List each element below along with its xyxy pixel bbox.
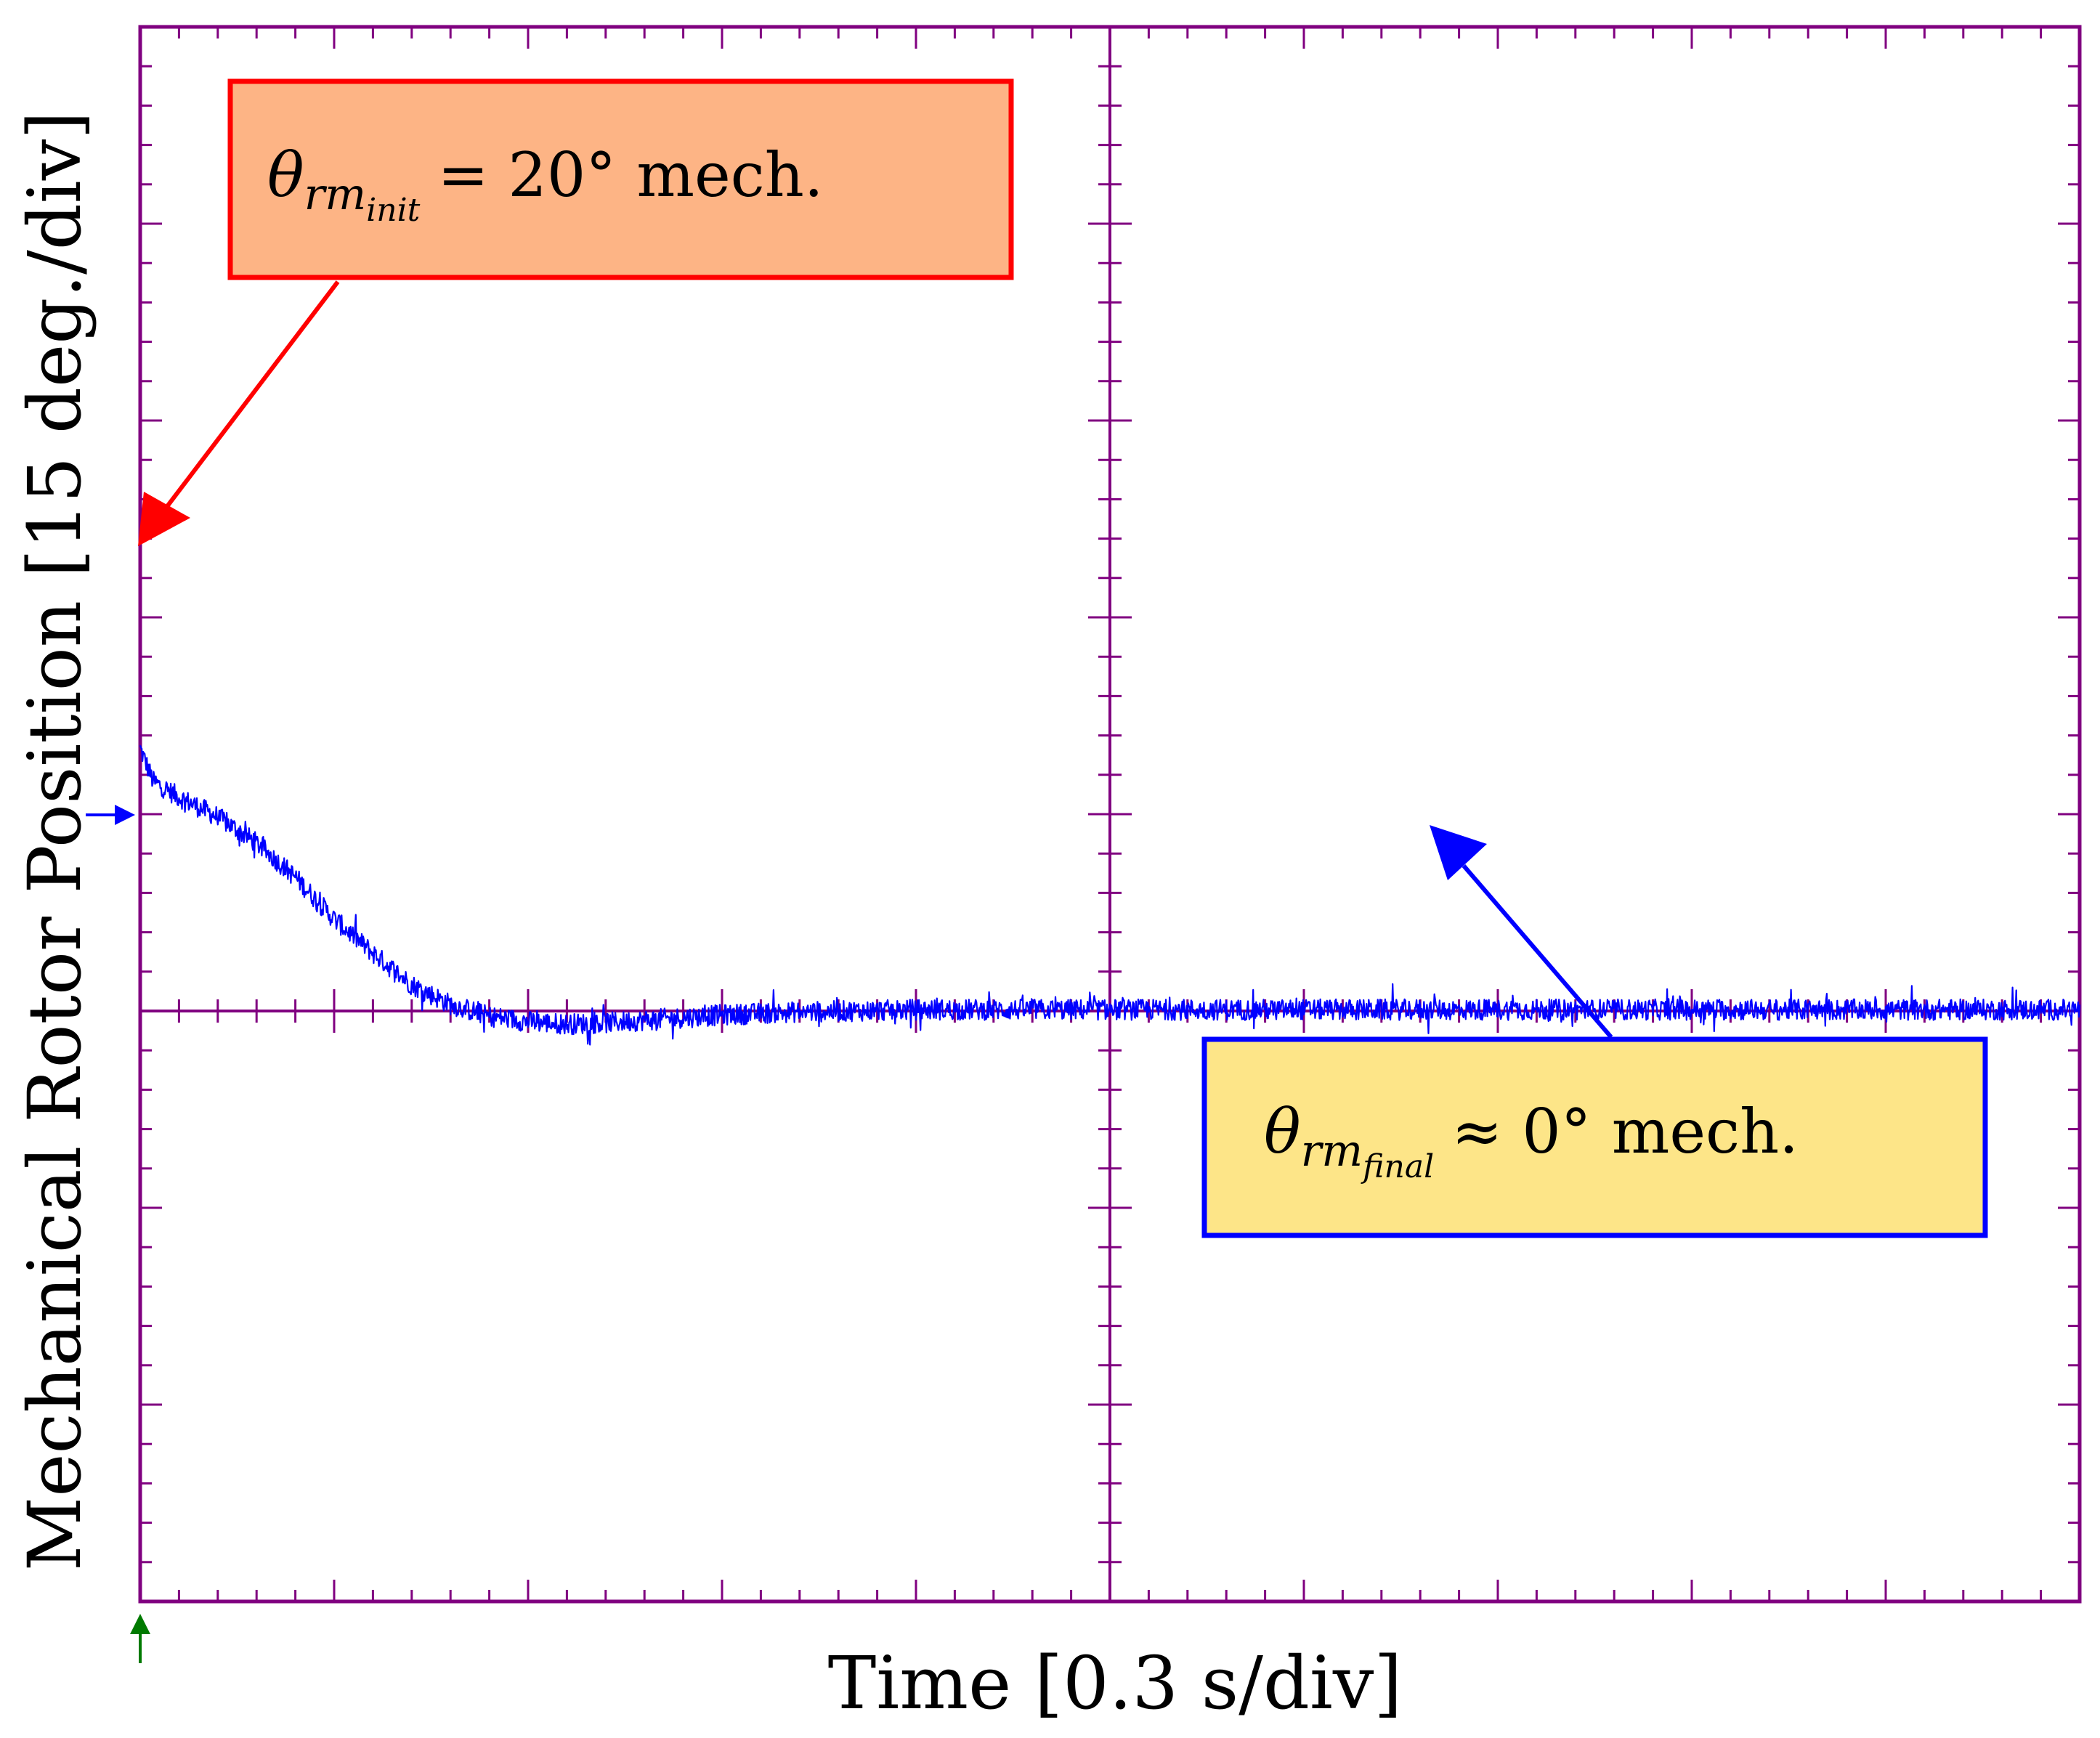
init-callout-text: θrminit = 20° mech. — [267, 139, 824, 229]
final-sub: rm — [1301, 1126, 1363, 1177]
init-arrow-head — [138, 492, 190, 546]
final-subsub: final — [1361, 1148, 1434, 1185]
x-axis-label: Time [0.3 s/div] — [828, 1641, 1403, 1726]
init-theta: θ — [267, 139, 304, 211]
final-arrow-head — [1430, 825, 1487, 880]
final-suffix: mech. — [1612, 1096, 1799, 1167]
init-arrow — [163, 280, 340, 510]
final-callout-text: θrmfinal ≈ 0° mech. — [1264, 1096, 1799, 1185]
init-subsub: init — [366, 192, 420, 229]
final-arrow — [1462, 864, 1613, 1039]
rotor-position-trace — [139, 744, 2081, 1046]
y-axis-label: Mechanical Rotor Position [15 deg./div] — [12, 111, 97, 1571]
init-callout-box — [227, 78, 1014, 280]
ground-level-marker — [86, 805, 135, 825]
final-relation: ≈ 0° — [1451, 1096, 1592, 1167]
init-sub: rm — [304, 169, 367, 220]
trace-group — [139, 744, 2081, 1046]
final-theta: θ — [1264, 1096, 1301, 1167]
init-annotation: θrminit = 20° mech. — [138, 78, 1014, 546]
init-relation: = 20° — [437, 139, 616, 211]
init-suffix: mech. — [636, 139, 823, 211]
final-callout-box — [1201, 1036, 1988, 1238]
trigger-time-marker — [130, 1614, 150, 1663]
final-annotation: θrmfinal ≈ 0° mech. — [1201, 825, 1988, 1238]
